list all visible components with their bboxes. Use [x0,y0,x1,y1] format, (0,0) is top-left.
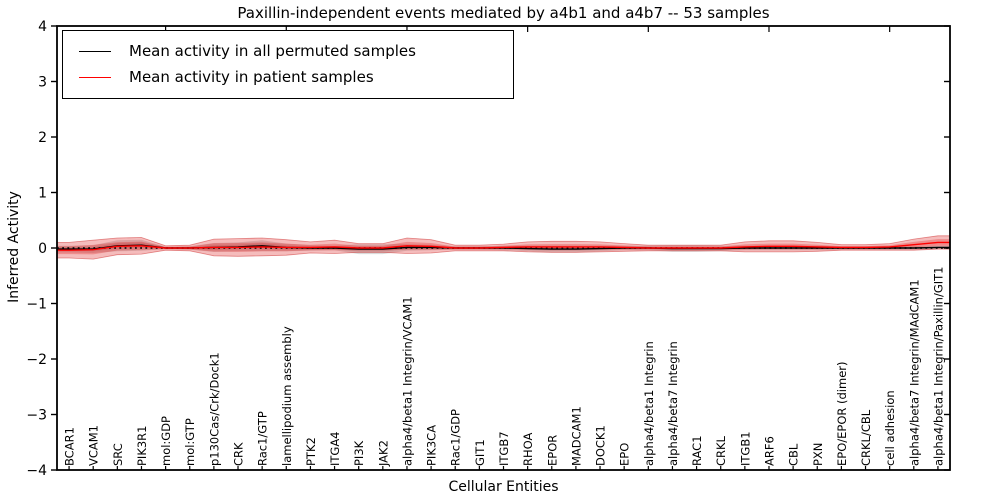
x-tick-label: ARF6 [762,436,776,466]
x-tick-label: cell adhesion [883,390,897,466]
legend-label-patient: Mean activity in patient samples [129,68,374,86]
legend-line-permuted-icon [79,50,111,52]
x-tick-label: ITGB7 [497,431,511,466]
x-tick-label: alpha4/beta7 Integrin/MAdCAM1 [907,279,921,466]
x-tick-label: alpha4/beta7 Integrin [666,341,680,466]
x-tick-label: mol:GTP [183,418,197,466]
x-tick-label: MADCAM1 [569,406,583,466]
y-tick-label: 3 [38,75,47,91]
x-tick-label: PTK2 [304,437,318,466]
x-tick-label: p130Cas/Crk/Dock1 [207,352,221,466]
x-tick-label: ITGB1 [738,431,752,466]
x-tick-label: ITGA4 [328,431,342,466]
x-tick-label: PXN [811,443,825,466]
legend-line-patient-icon [79,76,111,78]
x-tick-label: alpha4/beta1 Integrin [642,341,656,466]
x-tick-label: DOCK1 [594,425,608,466]
y-tick-label: 1 [38,186,47,202]
x-tick-label: BCAR1 [63,427,77,466]
x-tick-label: EPO/EPOR (dimer) [835,362,849,467]
x-tick-label: Rac1/GTP [256,411,270,466]
x-tick-label: lamellipodium assembly [280,326,294,466]
x-tick-label: VCAM1 [87,425,101,466]
x-tick-label: RHOA [521,433,535,466]
y-axis-label: Inferred Activity [6,191,22,303]
x-axis-label: Cellular Entities [448,479,559,495]
legend-label-permuted: Mean activity in all permuted samples [129,42,416,60]
x-tick-label: GIT1 [473,439,487,466]
y-tick-label: −3 [26,408,47,424]
x-tick-label: alpha4/beta1 Integrin/VCAM1 [400,296,414,466]
y-tick-label: −2 [26,352,47,368]
y-tick-label: 0 [38,241,47,257]
x-tick-label: CRKL/CBL [859,409,873,466]
y-tick-label: −1 [26,297,47,313]
legend-item-patient: Mean activity in patient samples [73,64,503,90]
patient-mean-line [57,241,950,251]
y-tick-label: 4 [38,19,47,35]
x-tick-label: Rac1/GDP [449,409,463,466]
x-tick-label: SRC [111,443,125,466]
x-tick-label: mol:GDP [159,416,173,466]
x-tick-label: RAC1 [690,435,704,466]
y-tick-label: −4 [26,463,47,479]
x-tick-label: CBL [787,443,801,466]
x-tick-label: PIK3R1 [135,426,149,467]
y-tick-label: 2 [38,130,47,146]
x-tick-label: PIK3CA [425,425,439,466]
x-tick-label: PI3K [352,440,366,466]
chart-title: Paxillin-independent events mediated by … [237,4,770,22]
x-tick-label: CRKL [714,435,728,466]
x-tick-label: alpha4/beta1 Integrin/Paxillin/GIT1 [931,267,945,466]
legend: Mean activity in all permuted samples Me… [62,30,514,99]
legend-item-permuted: Mean activity in all permuted samples [73,38,503,64]
x-tick-label: JAK2 [376,440,390,467]
x-tick-label: CRK [232,442,246,466]
x-tick-label: EPO [618,443,632,466]
x-tick-label: EPOR [545,435,559,466]
